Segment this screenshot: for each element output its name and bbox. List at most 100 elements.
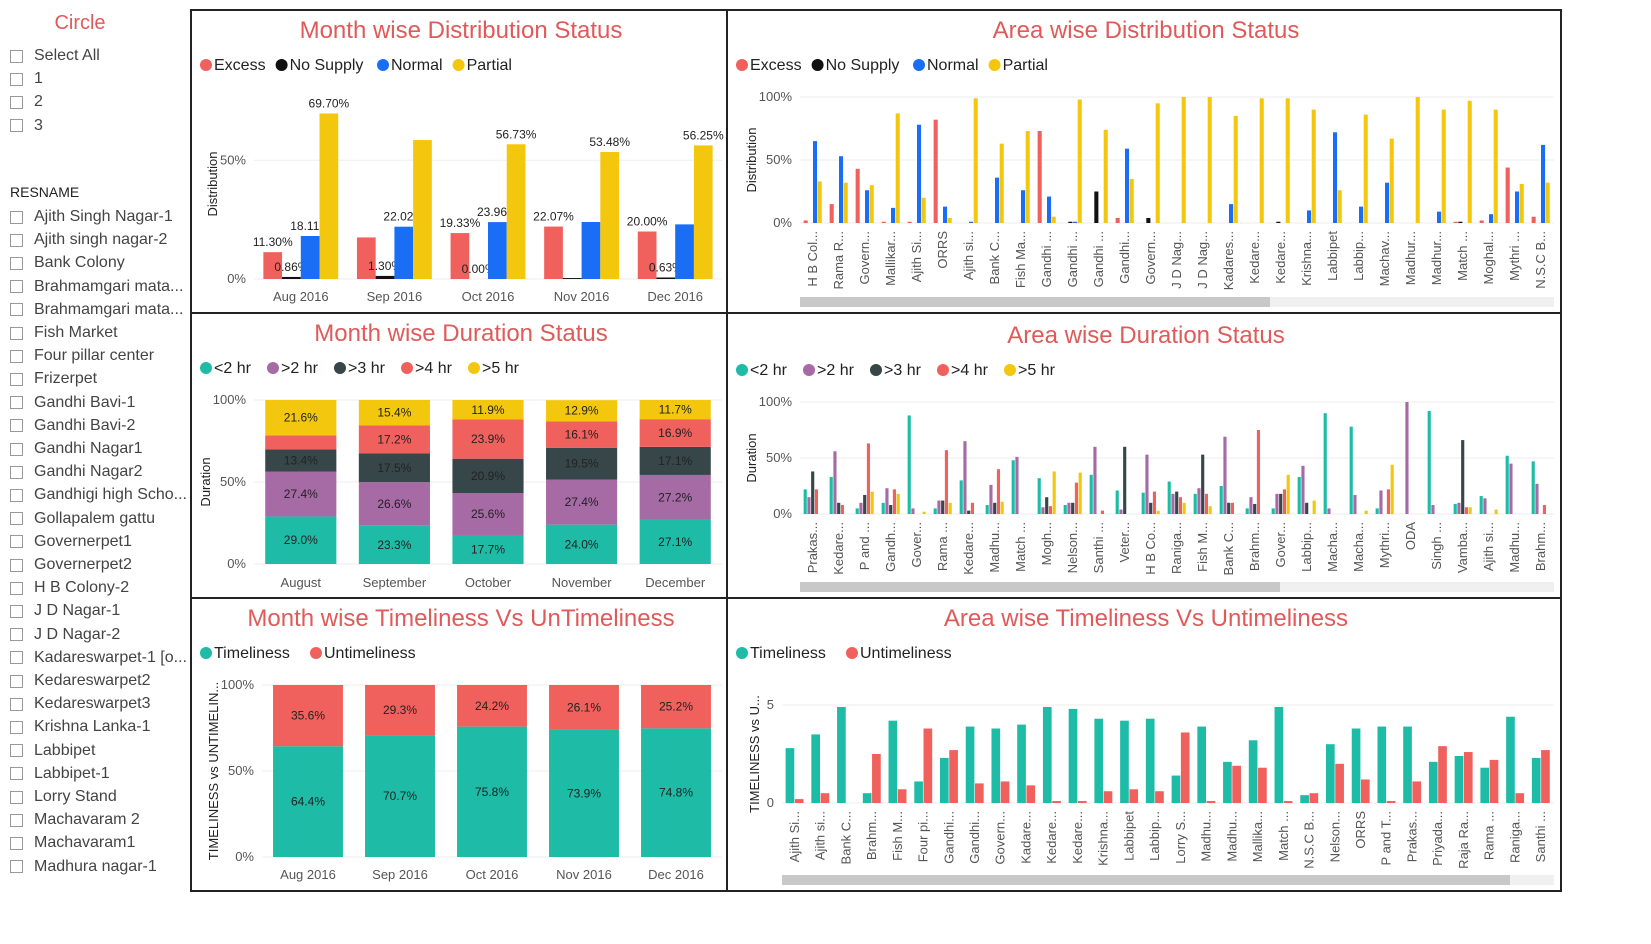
checkbox-icon[interactable] (10, 280, 23, 294)
checkbox-icon[interactable] (10, 95, 23, 109)
x-tick-label: H B Co... (1143, 522, 1158, 575)
checkbox-icon[interactable] (10, 119, 23, 133)
scrollbar-thumb[interactable] (800, 582, 1280, 592)
resname-option[interactable]: Ajith Singh Nagar-1 (10, 206, 198, 228)
x-tick-label: Prakas... (1404, 811, 1419, 862)
legend-marker-timeliness (200, 647, 212, 659)
checkbox-icon[interactable] (10, 720, 23, 734)
x-tick-label: Fish Ma... (1013, 231, 1028, 288)
x-tick-label: Raniga... (1507, 811, 1522, 863)
x-tick-label: Gandhi... (941, 811, 956, 864)
resname-option-label: Gandhigi high Scho... (34, 486, 187, 504)
resname-option[interactable]: H B Colony-2 (10, 577, 198, 599)
bar-gt5 (1468, 507, 1472, 514)
resname-option[interactable]: Machavaram1 (10, 832, 198, 854)
checkbox-icon[interactable] (10, 767, 23, 781)
checkbox-icon[interactable] (10, 790, 23, 804)
resname-option[interactable]: Kadareswarpet-1 [o... (10, 647, 198, 669)
resname-option[interactable]: Gandhi Nagar2 (10, 461, 198, 483)
checkbox-icon[interactable] (10, 674, 23, 688)
bar-gt2 (358, 482, 430, 526)
data-label: 1.30% (368, 259, 402, 273)
checkbox-icon[interactable] (10, 697, 23, 711)
bar-normal (488, 222, 507, 279)
resname-option[interactable]: Kedareswarpet3 (10, 693, 198, 715)
resname-option[interactable]: Brahmamgari mata... (10, 299, 198, 321)
checkbox-icon[interactable] (10, 442, 23, 456)
x-tick-label: Krishna... (1096, 811, 1111, 866)
bar-excess (263, 252, 283, 279)
checkbox-icon[interactable] (10, 233, 23, 247)
circle-option[interactable]: Select All (10, 45, 198, 67)
bar-gt4 (1048, 506, 1053, 514)
data-label: 27.4% (565, 495, 599, 509)
checkbox-icon[interactable] (10, 303, 23, 317)
resname-option[interactable]: Madhura nagar-1 (10, 856, 198, 878)
checkbox-icon[interactable] (10, 581, 23, 595)
resname-option[interactable]: J D Nagar-1 (10, 600, 198, 622)
resname-option[interactable]: Ajith singh nagar-2 (10, 229, 198, 251)
resname-option[interactable]: Labbipet-1 (10, 763, 198, 785)
data-label: 26.1% (567, 700, 601, 714)
data-label: 21.6% (284, 411, 318, 425)
bar-gt2 (1509, 463, 1513, 514)
resname-option[interactable]: Governerpet2 (10, 554, 198, 576)
data-label: 27.1% (658, 535, 692, 549)
resname-option[interactable]: Fish Market (10, 322, 198, 344)
bar-untimeliness (1515, 793, 1525, 803)
bar-lt2 (1219, 486, 1223, 514)
resname-option[interactable]: Four pillar center (10, 345, 198, 367)
resname-option[interactable]: Labbipet (10, 740, 198, 762)
resname-option[interactable]: Gandhi Bavi-2 (10, 415, 198, 437)
checkbox-icon[interactable] (10, 72, 23, 86)
resname-option[interactable]: Kedareswarpet2 (10, 670, 198, 692)
bar-lt2 (959, 480, 963, 514)
checkbox-icon[interactable] (10, 372, 23, 386)
resname-option[interactable]: Gandhi Nagar1 (10, 438, 198, 460)
checkbox-icon[interactable] (10, 535, 23, 549)
checkbox-icon[interactable] (10, 419, 23, 433)
bar-lt2 (1271, 508, 1275, 514)
checkbox-icon[interactable] (10, 396, 23, 410)
data-label: 24.0% (565, 537, 599, 551)
resname-option[interactable]: Gandhigi high Scho... (10, 484, 198, 506)
checkbox-icon[interactable] (10, 210, 23, 224)
checkbox-icon[interactable] (10, 488, 23, 502)
checkbox-icon[interactable] (10, 744, 23, 758)
checkbox-icon[interactable] (10, 860, 23, 874)
resname-option[interactable]: Machavaram 2 (10, 809, 198, 831)
checkbox-icon[interactable] (10, 813, 23, 827)
resname-option[interactable]: Governerpet1 (10, 531, 198, 553)
checkbox-icon[interactable] (10, 465, 23, 479)
scrollbar-thumb[interactable] (782, 875, 1510, 885)
month-duration-panel: Month wise Duration Status <2 hr >2 hr >3 h… (190, 312, 728, 599)
scrollbar-thumb[interactable] (800, 297, 1270, 307)
resname-option[interactable]: Brahmamgari mata... (10, 276, 198, 298)
resname-option[interactable]: Krishna Lanka-1 (10, 716, 198, 738)
bar-gt3 (1123, 446, 1127, 514)
checkbox-icon[interactable] (10, 604, 23, 618)
x-tick-label: August (281, 575, 322, 590)
checkbox-icon[interactable] (10, 349, 23, 363)
circle-option[interactable]: 2 (10, 91, 198, 113)
resname-option-label: Four pillar center (34, 347, 155, 365)
circle-option[interactable]: 1 (10, 68, 198, 90)
checkbox-icon[interactable] (10, 628, 23, 642)
x-tick-label: Fish M... (890, 811, 905, 861)
checkbox-icon[interactable] (10, 326, 23, 340)
checkbox-icon[interactable] (10, 49, 23, 63)
resname-option[interactable]: Gollapalem gattu (10, 508, 198, 530)
resname-option[interactable]: Lorry Stand (10, 786, 198, 808)
resname-option[interactable]: Gandhi Bavi-1 (10, 392, 198, 414)
x-tick-label: Aug 2016 (273, 289, 329, 304)
bar-gt2 (265, 471, 337, 517)
checkbox-icon[interactable] (10, 558, 23, 572)
checkbox-icon[interactable] (10, 651, 23, 665)
resname-option[interactable]: Bank Colony (10, 252, 198, 274)
checkbox-icon[interactable] (10, 836, 23, 850)
circle-option[interactable]: 3 (10, 115, 198, 137)
resname-option[interactable]: J D Nagar-2 (10, 624, 198, 646)
checkbox-icon[interactable] (10, 512, 23, 526)
checkbox-icon[interactable] (10, 256, 23, 270)
resname-option[interactable]: Frizerpet (10, 368, 198, 390)
